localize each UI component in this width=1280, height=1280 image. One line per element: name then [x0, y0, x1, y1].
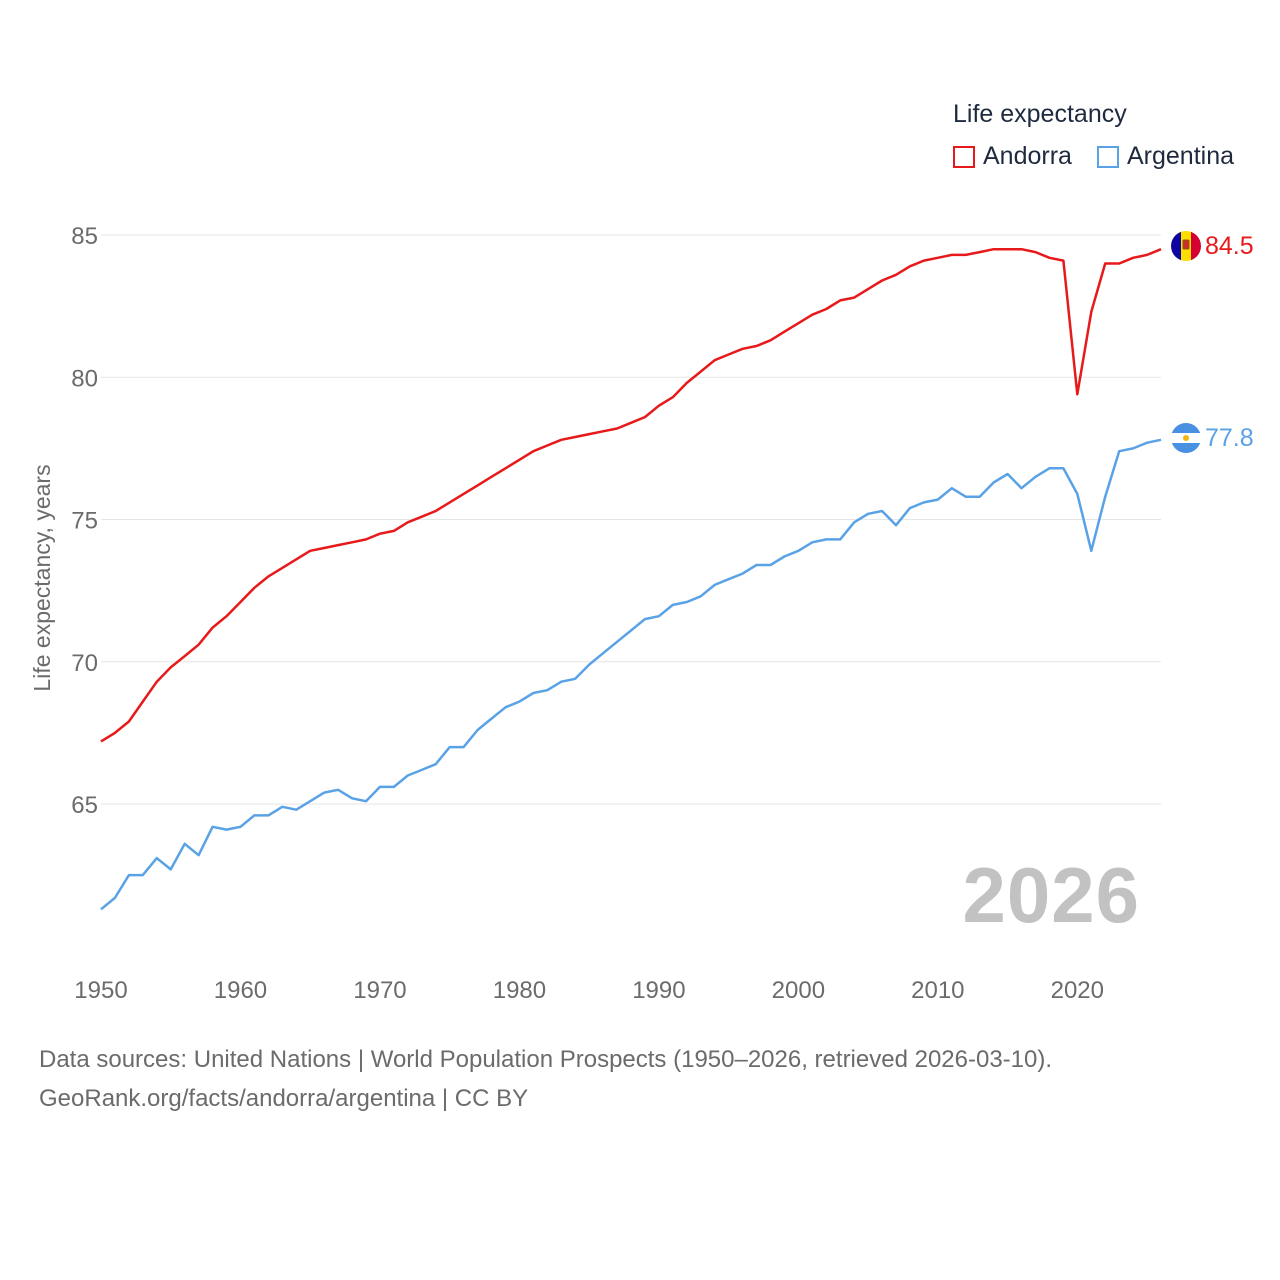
legend-title: Life expectancy	[953, 100, 1127, 128]
y-tick-label: 75	[71, 508, 98, 535]
x-tick-label: 1980	[493, 977, 546, 1004]
y-tick-label: 80	[71, 365, 98, 392]
legend-label-andorra: Andorra	[983, 142, 1072, 170]
legend-swatch-argentina	[1097, 145, 1119, 168]
x-tick-label: 1960	[214, 977, 267, 1004]
argentina-flag-icon	[1171, 423, 1201, 453]
x-tick-label: 2010	[911, 977, 964, 1004]
y-tick-label: 85	[71, 223, 98, 250]
legend-item-argentina[interactable]: Argentina	[1097, 142, 1234, 171]
x-tick-label: 2020	[1051, 977, 1104, 1004]
series-line-argentina[interactable]	[100, 438, 1162, 911]
x-tick-label: 2000	[772, 977, 825, 1004]
x-tick-label: 1990	[632, 977, 685, 1004]
y-tick-label: 65	[71, 792, 98, 819]
x-tick-label: 1970	[353, 977, 406, 1004]
source-line-2: GeoRank.org/facts/andorra/argentina | CC…	[39, 1085, 529, 1112]
series-line-andorra[interactable]	[100, 247, 1162, 743]
legend-swatch-andorra	[953, 145, 975, 168]
andorra-flag-icon	[1171, 231, 1201, 261]
andorra-end-value-label: 84.5	[1205, 232, 1254, 260]
x-axis-ticks: 1950 1960 1970 1980 1990 2000 2010 2020	[74, 977, 1104, 1004]
gridlines	[101, 234, 1161, 805]
x-tick-label: 1950	[74, 977, 127, 1004]
current-year-indicator: 2026	[962, 851, 1140, 939]
legend-item-andorra[interactable]: Andorra	[953, 142, 1072, 171]
y-axis-ticks: 65 70 75 80 85	[71, 223, 98, 819]
argentina-end-value-label: 77.8	[1205, 424, 1254, 452]
legend-label-argentina: Argentina	[1127, 142, 1235, 170]
source-line-1: Data sources: United Nations | World Pop…	[39, 1046, 1053, 1073]
y-axis-label: Life expectancy, years	[29, 464, 55, 691]
y-tick-label: 70	[71, 650, 98, 677]
series-lines	[100, 247, 1162, 911]
